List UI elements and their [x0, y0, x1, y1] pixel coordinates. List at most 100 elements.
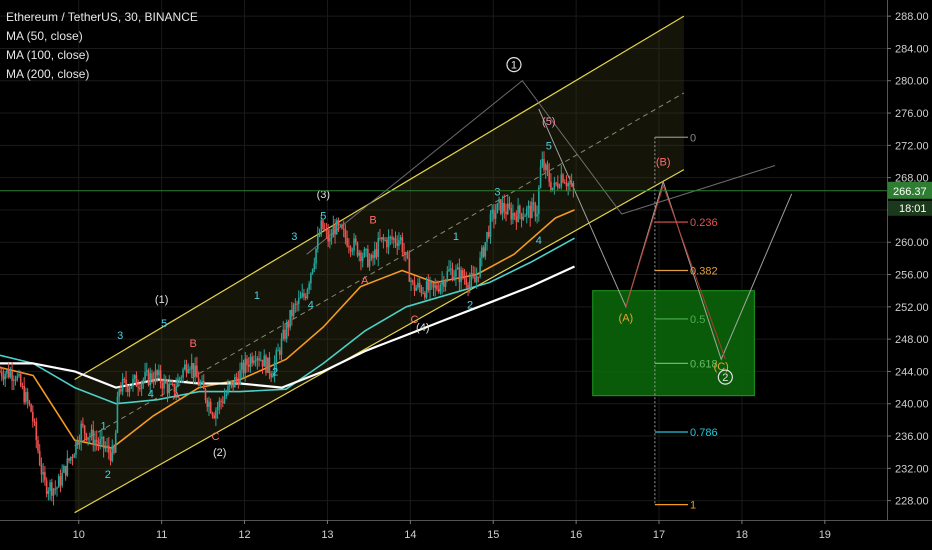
candle-body	[147, 370, 150, 386]
channel-upper-line	[74, 15, 685, 381]
y-tick-label: 276.00	[895, 108, 929, 120]
candle-body	[399, 237, 402, 241]
candle-body	[360, 252, 362, 262]
candle-body	[256, 358, 259, 361]
candle-body	[361, 256, 364, 262]
candle-body	[418, 282, 421, 288]
candle-body	[550, 181, 552, 190]
candle-body	[297, 298, 300, 304]
candle-body	[170, 383, 172, 385]
candle-body	[178, 378, 181, 380]
candle-body	[441, 279, 443, 285]
candle-body	[536, 214, 538, 217]
candle-body	[140, 382, 143, 389]
candle-body	[475, 276, 478, 283]
y-tick-label: 240.00	[895, 399, 929, 411]
y-tick-label: 268.00	[895, 173, 929, 185]
candle-body	[506, 203, 509, 215]
candle-body	[32, 411, 34, 422]
candle-body	[51, 482, 53, 496]
candle-body	[472, 273, 475, 277]
candle-body	[310, 273, 312, 284]
candle-body	[434, 285, 437, 288]
candle-body	[38, 451, 41, 465]
indicator-ma100[interactable]: MA (100, close)	[6, 48, 90, 62]
x-tick-label: 16	[570, 529, 582, 541]
candle-body	[85, 433, 88, 440]
current-price-label: 266.37	[893, 186, 927, 198]
candle-body	[0, 371, 3, 377]
candle-body	[104, 447, 107, 449]
wave-label-circle	[506, 57, 522, 73]
wave-label: 4	[308, 299, 314, 311]
candle-body	[2, 376, 5, 380]
candle-body	[529, 205, 531, 219]
candle-body	[327, 230, 329, 242]
candle-body	[225, 393, 228, 397]
candle-body	[341, 224, 343, 229]
y-tick-label: 248.00	[895, 334, 929, 346]
candle-body	[6, 369, 8, 374]
candle-body	[26, 392, 29, 402]
fib-level-label: 1	[690, 500, 696, 512]
time-axis-bg	[0, 520, 932, 550]
symbol-title[interactable]: Ethereum / TetherUS, 30, BINANCE	[6, 10, 198, 24]
candle-body	[249, 356, 252, 367]
candle-body	[123, 378, 126, 380]
candle-body	[296, 303, 298, 305]
candle-body	[266, 357, 269, 373]
candle-body	[135, 375, 138, 387]
indicator-ma200[interactable]: MA (200, close)	[6, 67, 90, 81]
indicator-ma50[interactable]: MA (50, close)	[6, 29, 83, 43]
candle-body	[82, 423, 84, 426]
candle-body	[520, 213, 523, 220]
candle-body	[522, 216, 525, 220]
candle-body	[287, 322, 290, 328]
candle-body	[548, 170, 550, 182]
candle-body	[320, 220, 323, 235]
candle-body	[380, 237, 383, 240]
candle-body	[294, 303, 297, 305]
candle-body	[439, 284, 442, 292]
candle-body	[132, 378, 134, 387]
candle-body	[227, 386, 229, 394]
candle-body	[565, 183, 568, 187]
candle-body	[40, 464, 43, 475]
candle-body	[487, 232, 490, 237]
candle-body	[57, 476, 60, 488]
target-zone	[592, 290, 755, 397]
candle-body	[213, 415, 215, 419]
candle-body	[553, 182, 556, 188]
wave-line	[306, 79, 776, 255]
candle-body	[102, 436, 105, 449]
candle-body	[415, 287, 418, 291]
candle-body	[208, 401, 210, 407]
candle-body	[70, 456, 72, 461]
x-tick-label: 11	[156, 529, 167, 541]
candle-body	[7, 369, 10, 378]
candle-body	[558, 186, 561, 188]
candle-body	[145, 370, 148, 373]
candle-body	[199, 383, 202, 386]
candle-body	[408, 258, 411, 282]
wave-label: 5	[320, 211, 326, 223]
candle-body	[116, 396, 119, 433]
candle-body	[527, 205, 530, 209]
candle-body	[468, 280, 471, 288]
candle-body	[337, 220, 340, 226]
candle-body	[168, 384, 171, 394]
candle-body	[71, 456, 74, 458]
candle-body	[161, 383, 164, 389]
candle-body	[481, 247, 483, 258]
candle-body	[351, 250, 354, 252]
candle-body	[14, 379, 17, 381]
candle-body	[424, 292, 426, 298]
candle-body	[270, 373, 272, 378]
candle-body	[99, 439, 101, 445]
candle-body	[524, 215, 526, 217]
candle-body	[154, 370, 157, 383]
candle-body	[555, 182, 557, 184]
candle-body	[234, 377, 236, 388]
y-tick-label: 260.00	[895, 237, 929, 249]
